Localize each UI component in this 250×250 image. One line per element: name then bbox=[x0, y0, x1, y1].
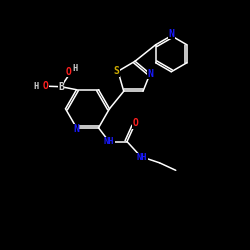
Text: B: B bbox=[58, 82, 64, 92]
Text: NH: NH bbox=[137, 153, 147, 162]
Text: S: S bbox=[114, 66, 120, 76]
Text: O: O bbox=[132, 118, 138, 128]
Text: NH: NH bbox=[104, 137, 114, 146]
Text: N: N bbox=[147, 69, 153, 79]
Text: O: O bbox=[66, 67, 71, 77]
Text: H: H bbox=[72, 64, 78, 73]
Text: N: N bbox=[168, 29, 174, 39]
Text: H: H bbox=[34, 82, 39, 91]
Text: N: N bbox=[73, 124, 79, 134]
Text: O: O bbox=[42, 81, 48, 91]
